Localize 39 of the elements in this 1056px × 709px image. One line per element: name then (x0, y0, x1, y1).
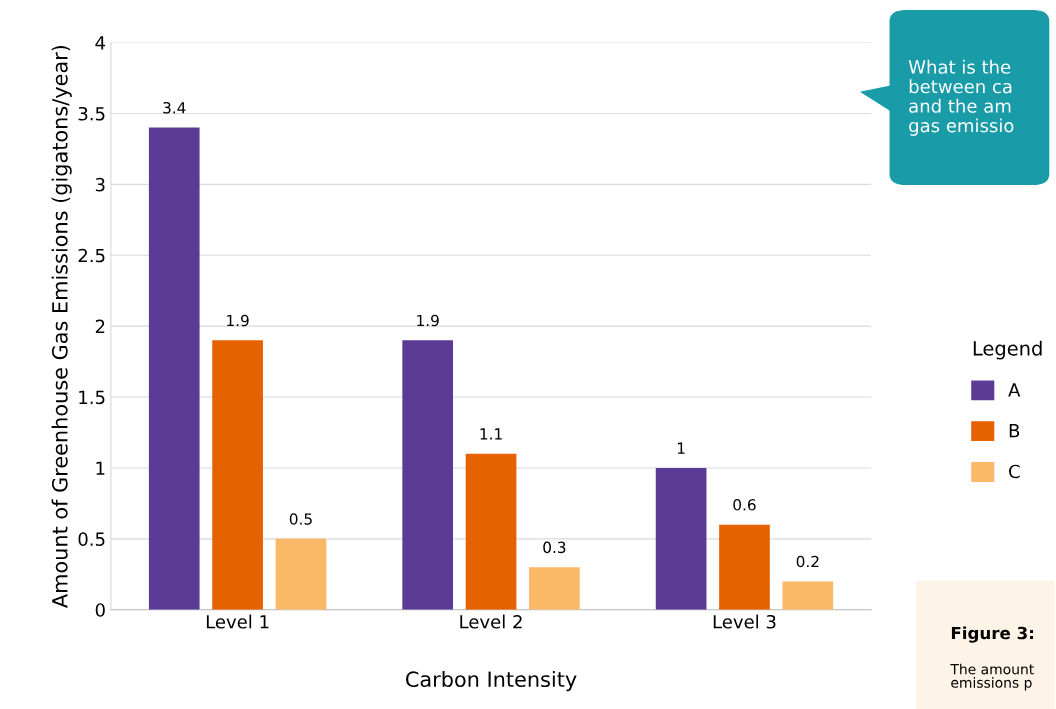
y-tick-label: 4 (95, 36, 106, 50)
bar (719, 524, 770, 610)
y-tick-label: 2.5 (78, 248, 105, 263)
text: The amount emissions p (950, 663, 1034, 691)
bar (465, 453, 517, 610)
x-axis-title: Carbon Intensity (406, 670, 577, 692)
legend-label: C (1009, 464, 1020, 479)
bar (275, 538, 327, 610)
bar (529, 567, 580, 610)
data-label: 1.9 (227, 314, 249, 327)
bar (402, 340, 454, 610)
x-tick-label: Level 3 (713, 614, 776, 629)
x-tick-label: Level 2 (460, 614, 522, 629)
bar (655, 467, 707, 610)
y-tick-label: 1 (96, 461, 105, 475)
data-label: 0.5 (289, 513, 312, 525)
data-label: 0.2 (796, 555, 819, 568)
data-label: 0.6 (733, 499, 756, 511)
y-tick-label: 3 (95, 177, 105, 192)
y-tick-label: 3.5 (78, 106, 105, 121)
legend-title: Legend (973, 340, 1042, 360)
y-tick-label: 2 (95, 319, 105, 333)
bar (782, 581, 834, 610)
bar (148, 127, 200, 610)
data-label: 1.9 (417, 314, 439, 327)
y-tick-label: 0.5 (78, 532, 105, 546)
legend-label: A (1008, 383, 1021, 397)
data-label: 3.4 (163, 101, 186, 114)
x-tick-label: Level 1 (206, 614, 269, 629)
y-tick-label: 1.5 (79, 390, 105, 405)
bar (212, 340, 263, 610)
data-label: 1 (677, 442, 685, 454)
legend-label: B (1009, 424, 1020, 438)
data-label: 1.1 (480, 428, 502, 440)
y-tick-label: 0 (95, 603, 105, 617)
data-label: 0.3 (543, 541, 566, 554)
caption: Figure 3: (951, 626, 1034, 643)
text: What is the between ca and the am gas emissio (908, 59, 1014, 136)
y-axis-title: Amount of Greenhouse Gas Emissions (gigatons/year) (51, 45, 72, 608)
